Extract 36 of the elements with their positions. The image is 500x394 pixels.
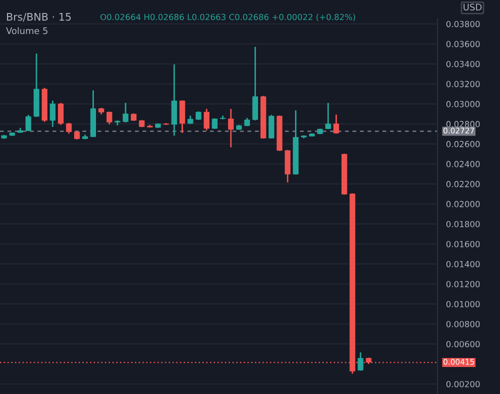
text: USD (464, 4, 482, 10)
y-tick-label: 0.01800 (446, 220, 480, 228)
annotation: Volume 5 (6, 27, 48, 34)
y-tick-label: 0.03800 (446, 20, 480, 28)
candlestick (228, 108, 234, 148)
y-tick-label: 0.03000 (446, 100, 480, 108)
y-tick-label: 0.03400 (446, 60, 480, 68)
y-tick-label: 0.00200 (446, 380, 480, 388)
candlestick (58, 102, 64, 126)
y-tick-label: 0.02000 (446, 200, 480, 208)
y-tick-label: 0.02200 (446, 180, 480, 188)
candlestick (106, 111, 112, 126)
y-tick-label: 0.02600 (446, 140, 480, 148)
y-tick-label: 0.01600 (446, 240, 480, 248)
y-tick-label: 0.02800 (446, 120, 480, 128)
candlestick (252, 46, 258, 122)
candlestick (66, 122, 72, 134)
candlestick (179, 100, 186, 134)
chart-title: Brs/BNB · 15 (7, 13, 71, 22)
candlestick (26, 114, 32, 132)
y-tick-label: 0.01400 (446, 260, 480, 268)
annotation: O0.02664 H0.02686 L0.02663 C0.02686 +0.00022 (+0.82%) (100, 14, 356, 22)
y-tick-label: 0.00600 (446, 340, 480, 348)
y-tick-label: 0.03200 (446, 80, 480, 88)
y-tick-label: 0.01000 (446, 300, 480, 308)
candlestick (204, 108, 210, 132)
y-tick-label: 0.00800 (446, 320, 480, 328)
candlestick (325, 102, 331, 130)
y-tick-label: 0.01200 (446, 280, 480, 288)
y-tick-label: 0.02400 (446, 160, 480, 168)
candlestick (333, 114, 340, 134)
candlestick (50, 100, 56, 128)
candlestick (268, 114, 274, 140)
candlestick (358, 352, 364, 372)
candlestick (122, 102, 128, 124)
y-tick-label: 0.03600 (446, 40, 480, 48)
